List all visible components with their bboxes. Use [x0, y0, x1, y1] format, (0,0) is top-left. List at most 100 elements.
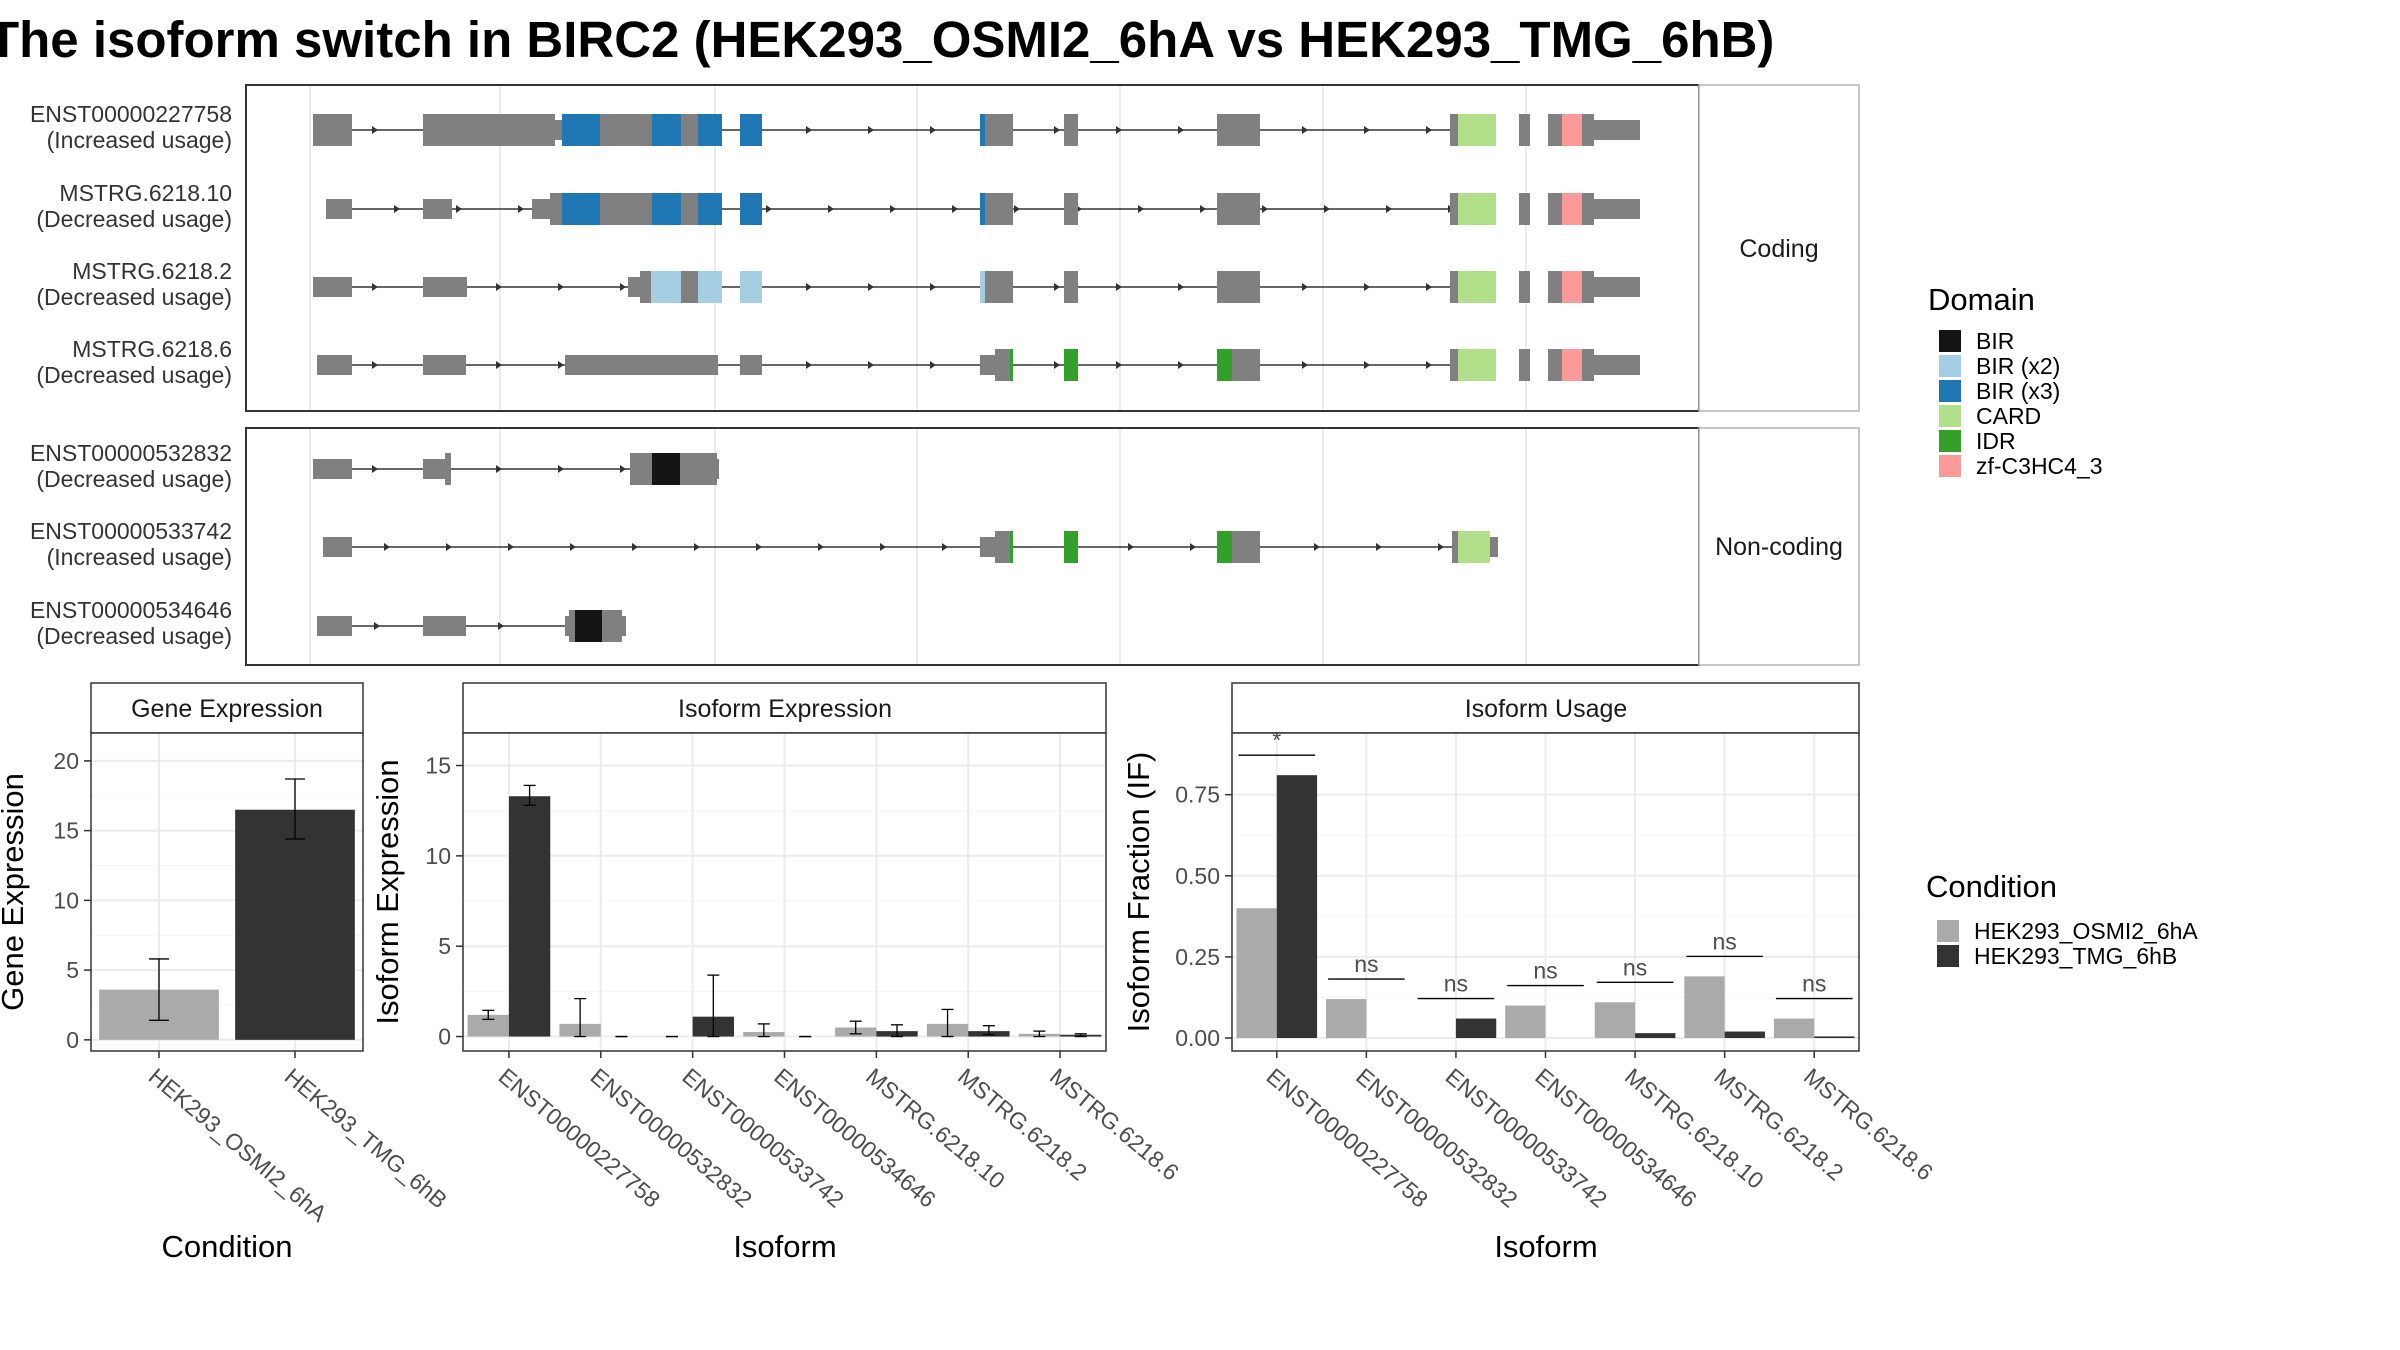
- exon-block: [602, 610, 622, 642]
- exon-block: [1519, 114, 1530, 146]
- domain-region: [1458, 531, 1490, 563]
- strand-arrow: [1054, 283, 1060, 291]
- exon-block: [1232, 349, 1260, 381]
- exon-block: [1548, 193, 1562, 225]
- strand-arrow: [372, 283, 378, 291]
- strand-arrow: [518, 205, 524, 213]
- exon-block: [1450, 193, 1458, 225]
- y-tick-label: 5: [438, 933, 451, 959]
- strand-arrow: [1262, 205, 1268, 213]
- legend-swatch: [1939, 380, 1961, 402]
- strand-arrow: [818, 543, 824, 551]
- bar: [1326, 999, 1367, 1039]
- panel-title: Gene Expression: [131, 695, 323, 723]
- y-tick-label: 20: [53, 748, 79, 774]
- domain-region: [698, 114, 722, 146]
- exon-block: [1450, 114, 1458, 146]
- exon-block: [1519, 193, 1530, 225]
- y-tick-label: 5: [66, 957, 79, 983]
- strand-arrow: [372, 465, 378, 473]
- strand-arrow: [1054, 126, 1060, 134]
- isoform-track: [317, 349, 1640, 381]
- domain-region: [980, 193, 985, 225]
- strand-arrow: [558, 283, 564, 291]
- exon-block: [445, 453, 451, 485]
- exon-block: [569, 610, 575, 642]
- domain-region: [1010, 349, 1013, 381]
- x-axis-title: Isoform: [1494, 1229, 1597, 1264]
- exon-block: [550, 193, 562, 225]
- bar-panel: Isoform Usage 0.00 0.25 0.50 0.75 * ns ns ns ns ns…: [1121, 682, 1938, 1264]
- strand-arrow: [1426, 126, 1432, 134]
- domain-region: [1064, 531, 1078, 563]
- isoform-track: [317, 610, 626, 642]
- significance-label: ns: [1623, 954, 1647, 980]
- strand-arrow: [496, 361, 502, 369]
- strand-arrow: [372, 126, 378, 134]
- exon-block: [423, 355, 466, 375]
- exon-block: [1064, 193, 1078, 225]
- condition-legend-title: Condition: [1926, 869, 2057, 904]
- exon-block: [423, 616, 466, 636]
- exon-block: [313, 277, 352, 297]
- y-tick-label: 0: [438, 1024, 451, 1050]
- exon-block: [1217, 193, 1260, 225]
- strand-arrow: [1116, 283, 1122, 291]
- bar: [508, 796, 551, 1037]
- exon-block: [680, 453, 717, 485]
- exon-block: [640, 271, 651, 303]
- strand-arrow: [806, 126, 812, 134]
- strand-arrow: [1054, 361, 1060, 369]
- x-tick-label: ENST00000532832: [1351, 1063, 1523, 1213]
- exon-block: [1594, 355, 1640, 375]
- domain-region: [1562, 349, 1582, 381]
- strand-arrow: [1386, 205, 1392, 213]
- bar: [1276, 775, 1318, 1039]
- legend-label: CARD: [1976, 403, 2041, 429]
- exon-block: [1582, 193, 1594, 225]
- strip-coding: [1698, 84, 1860, 412]
- isoform-usage-label: (Decreased usage): [36, 466, 232, 492]
- isoform-name-label: ENST00000532832: [30, 440, 232, 466]
- y-tick-label: 10: [53, 887, 79, 913]
- isoform-track: [313, 453, 719, 485]
- legend-label: BIR (x3): [1976, 378, 2060, 404]
- x-axis-title: Condition: [162, 1229, 293, 1264]
- panel-border: [90, 732, 364, 1052]
- exon-block: [681, 114, 698, 146]
- strand-arrow: [890, 205, 896, 213]
- strand-arrow: [372, 361, 378, 369]
- panel-strip: [462, 682, 1107, 734]
- strand-arrow: [868, 283, 874, 291]
- exon-block: [317, 616, 352, 636]
- significance-label: ns: [1444, 971, 1468, 997]
- bar: [1684, 976, 1725, 1039]
- exon-block: [1064, 114, 1078, 146]
- exon-block: [995, 349, 1010, 381]
- legend-label: BIR (x2): [1976, 353, 2060, 379]
- x-tick-label: ENST00000227758: [494, 1063, 666, 1213]
- isoform-track: [323, 531, 1498, 563]
- isoform-usage-label: (Decreased usage): [36, 206, 232, 232]
- domain-region: [698, 271, 722, 303]
- exon-block: [1064, 271, 1078, 303]
- exon-block: [1548, 349, 1562, 381]
- exon-block: [423, 114, 555, 146]
- legend-label: zf-C3HC4_3: [1976, 453, 2103, 479]
- chart-title: The isoform switch in BIRC2 (HEK293_OSMI…: [0, 11, 1774, 68]
- strand-arrow: [620, 283, 626, 291]
- exon-block: [1548, 271, 1562, 303]
- strand-arrow: [1376, 543, 1382, 551]
- panel-strip: [90, 682, 364, 734]
- strand-arrow: [868, 361, 874, 369]
- exon-block: [323, 537, 352, 557]
- exon-block: [565, 616, 569, 636]
- significance-label: ns: [1802, 971, 1826, 997]
- significance-label: *: [1272, 727, 1281, 753]
- y-tick-label: 10: [425, 843, 451, 869]
- strand-arrow: [620, 465, 626, 473]
- domain-region: [1458, 271, 1496, 303]
- domain-region: [1562, 114, 1582, 146]
- strand-arrow: [508, 543, 514, 551]
- significance-label: ns: [1533, 958, 1557, 984]
